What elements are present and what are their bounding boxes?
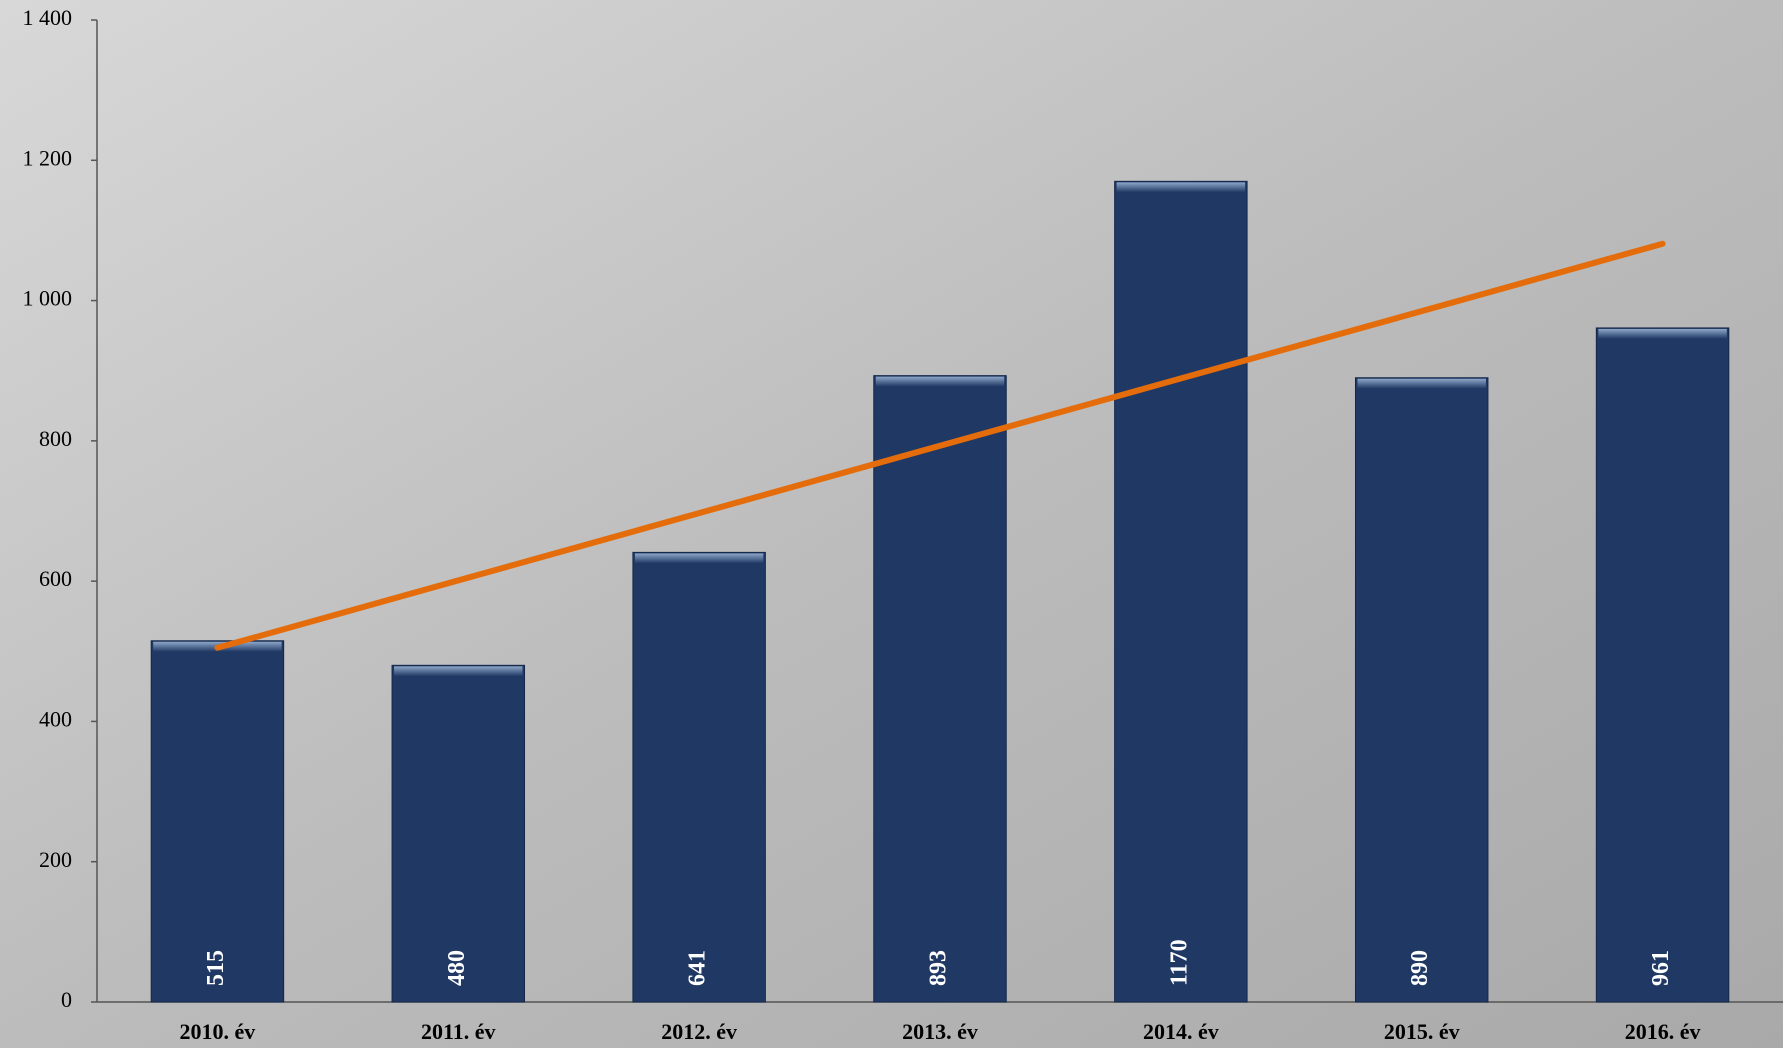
bar xyxy=(1114,180,1248,1003)
value-label: 515 xyxy=(203,950,229,986)
x-tick-label: 2011. év xyxy=(421,1019,496,1044)
y-tick-label: 600 xyxy=(39,566,72,591)
y-tick-label: 800 xyxy=(39,426,72,451)
value-label: 890 xyxy=(1407,950,1433,986)
value-label: 641 xyxy=(685,950,711,986)
bar-highlight xyxy=(1598,328,1727,339)
y-tick-label: 1 000 xyxy=(23,286,73,311)
x-tick-label: 2014. év xyxy=(1143,1019,1219,1044)
x-tick-label: 2015. év xyxy=(1384,1019,1460,1044)
bar xyxy=(150,640,285,1003)
bar-highlight xyxy=(394,666,523,677)
bar-highlight xyxy=(875,376,1005,387)
y-tick-label: 400 xyxy=(39,706,72,731)
x-tick-label: 2010. év xyxy=(180,1019,256,1044)
value-label: 480 xyxy=(444,950,470,986)
bar xyxy=(391,664,526,1003)
y-tick-label: 0 xyxy=(61,987,72,1012)
bar xyxy=(1595,327,1730,1003)
bar-highlight xyxy=(1116,182,1246,193)
bar-highlight xyxy=(634,553,764,564)
y-tick-label: 200 xyxy=(39,847,72,872)
x-tick-label: 2016. év xyxy=(1625,1019,1701,1044)
value-label: 1170 xyxy=(1166,939,1192,986)
trendline xyxy=(214,240,1666,651)
y-tick-label: 1 200 xyxy=(23,145,73,170)
bar xyxy=(632,551,766,1003)
bar xyxy=(873,375,1007,1003)
x-tick-label: 2012. év xyxy=(661,1019,737,1044)
x-tick-label: 2013. év xyxy=(902,1019,978,1044)
bar xyxy=(1354,377,1489,1003)
value-label: 893 xyxy=(926,950,952,986)
y-tick-label: 1 400 xyxy=(23,5,73,30)
value-label: 961 xyxy=(1648,950,1674,986)
bar-highlight xyxy=(1357,378,1486,389)
